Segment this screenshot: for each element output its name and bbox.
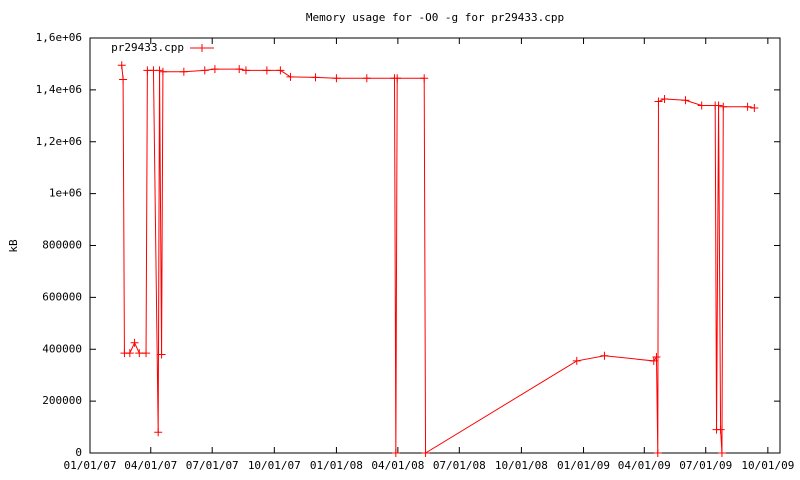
data-point xyxy=(125,349,134,358)
data-point xyxy=(653,449,662,457)
x-tick-label: 04/01/08 xyxy=(371,459,424,472)
data-point xyxy=(119,75,128,84)
x-tick-label: 07/01/08 xyxy=(433,459,486,472)
y-axis-label: kB xyxy=(7,239,20,253)
data-point xyxy=(652,353,661,362)
y-tick-label: 1,2e+06 xyxy=(36,135,82,148)
data-point xyxy=(421,449,430,457)
legend-label: pr29433.cpp xyxy=(111,41,184,54)
data-point xyxy=(200,66,209,75)
data-point xyxy=(391,449,400,457)
data-point xyxy=(600,351,609,360)
data-point xyxy=(654,97,663,106)
data-point xyxy=(393,74,402,83)
x-tick-label: 07/01/09 xyxy=(679,459,732,472)
x-tick-label: 01/01/09 xyxy=(557,459,610,472)
y-tick-label: 1e+06 xyxy=(49,187,82,200)
data-point xyxy=(235,65,244,74)
data-point xyxy=(719,102,728,111)
data-point xyxy=(332,74,341,83)
data-point xyxy=(179,67,188,76)
x-tick-label: 04/01/09 xyxy=(618,459,671,472)
data-point xyxy=(276,66,285,75)
data-point xyxy=(697,101,706,110)
data-point xyxy=(716,425,725,434)
data-point xyxy=(241,66,250,75)
data-point xyxy=(572,356,581,365)
data-point xyxy=(210,65,219,74)
y-tick-label: 200000 xyxy=(42,394,82,407)
y-tick-label: 600000 xyxy=(42,290,82,303)
data-point xyxy=(743,102,752,111)
chart-title: Memory usage for -O0 -g for pr29433.cpp xyxy=(306,11,564,24)
data-point xyxy=(420,74,429,83)
data-point xyxy=(117,61,126,70)
data-point xyxy=(714,101,723,110)
data-point xyxy=(660,94,669,103)
x-tick-label: 10/01/09 xyxy=(741,459,794,472)
x-tick-label: 07/01/07 xyxy=(186,459,239,472)
data-point xyxy=(157,350,166,359)
y-tick-label: 1,4e+06 xyxy=(36,83,82,96)
x-tick-label: 04/01/07 xyxy=(124,459,177,472)
x-tick-label: 01/01/08 xyxy=(310,459,363,472)
y-tick-label: 0 xyxy=(75,446,82,459)
legend-marker xyxy=(198,44,206,52)
data-point xyxy=(154,428,163,437)
data-point xyxy=(681,96,690,105)
data-point xyxy=(750,104,759,113)
x-tick-label: 10/01/07 xyxy=(248,459,301,472)
data-point xyxy=(130,338,139,347)
data-point xyxy=(155,66,164,75)
y-tick-label: 1,6e+06 xyxy=(36,31,82,44)
data-point xyxy=(142,349,151,358)
y-tick-label: 400000 xyxy=(42,342,82,355)
x-tick-label: 10/01/08 xyxy=(495,459,548,472)
data-point xyxy=(362,74,371,83)
data-point xyxy=(717,449,726,457)
data-point xyxy=(262,66,271,75)
data-point xyxy=(311,73,320,82)
x-tick-label: 01/01/07 xyxy=(64,459,117,472)
y-tick-label: 800000 xyxy=(42,239,82,252)
data-point xyxy=(135,349,144,358)
data-point xyxy=(158,67,167,76)
data-point xyxy=(286,72,295,81)
